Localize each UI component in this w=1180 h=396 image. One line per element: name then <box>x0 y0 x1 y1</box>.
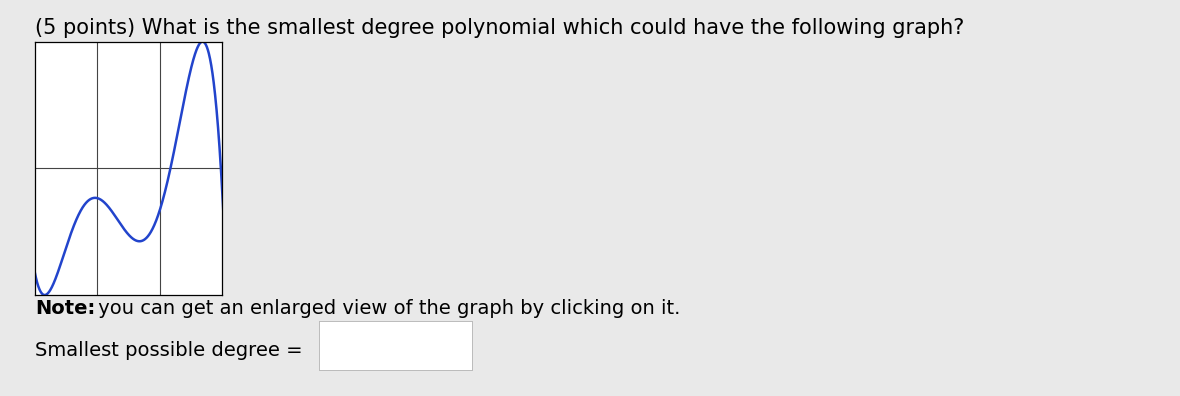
Text: Smallest possible degree =: Smallest possible degree = <box>35 341 303 360</box>
Text: Note:: Note: <box>35 299 96 318</box>
Text: you can get an enlarged view of the graph by clicking on it.: you can get an enlarged view of the grap… <box>92 299 681 318</box>
Text: (5 points) What is the smallest degree polynomial which could have the following: (5 points) What is the smallest degree p… <box>35 18 965 38</box>
